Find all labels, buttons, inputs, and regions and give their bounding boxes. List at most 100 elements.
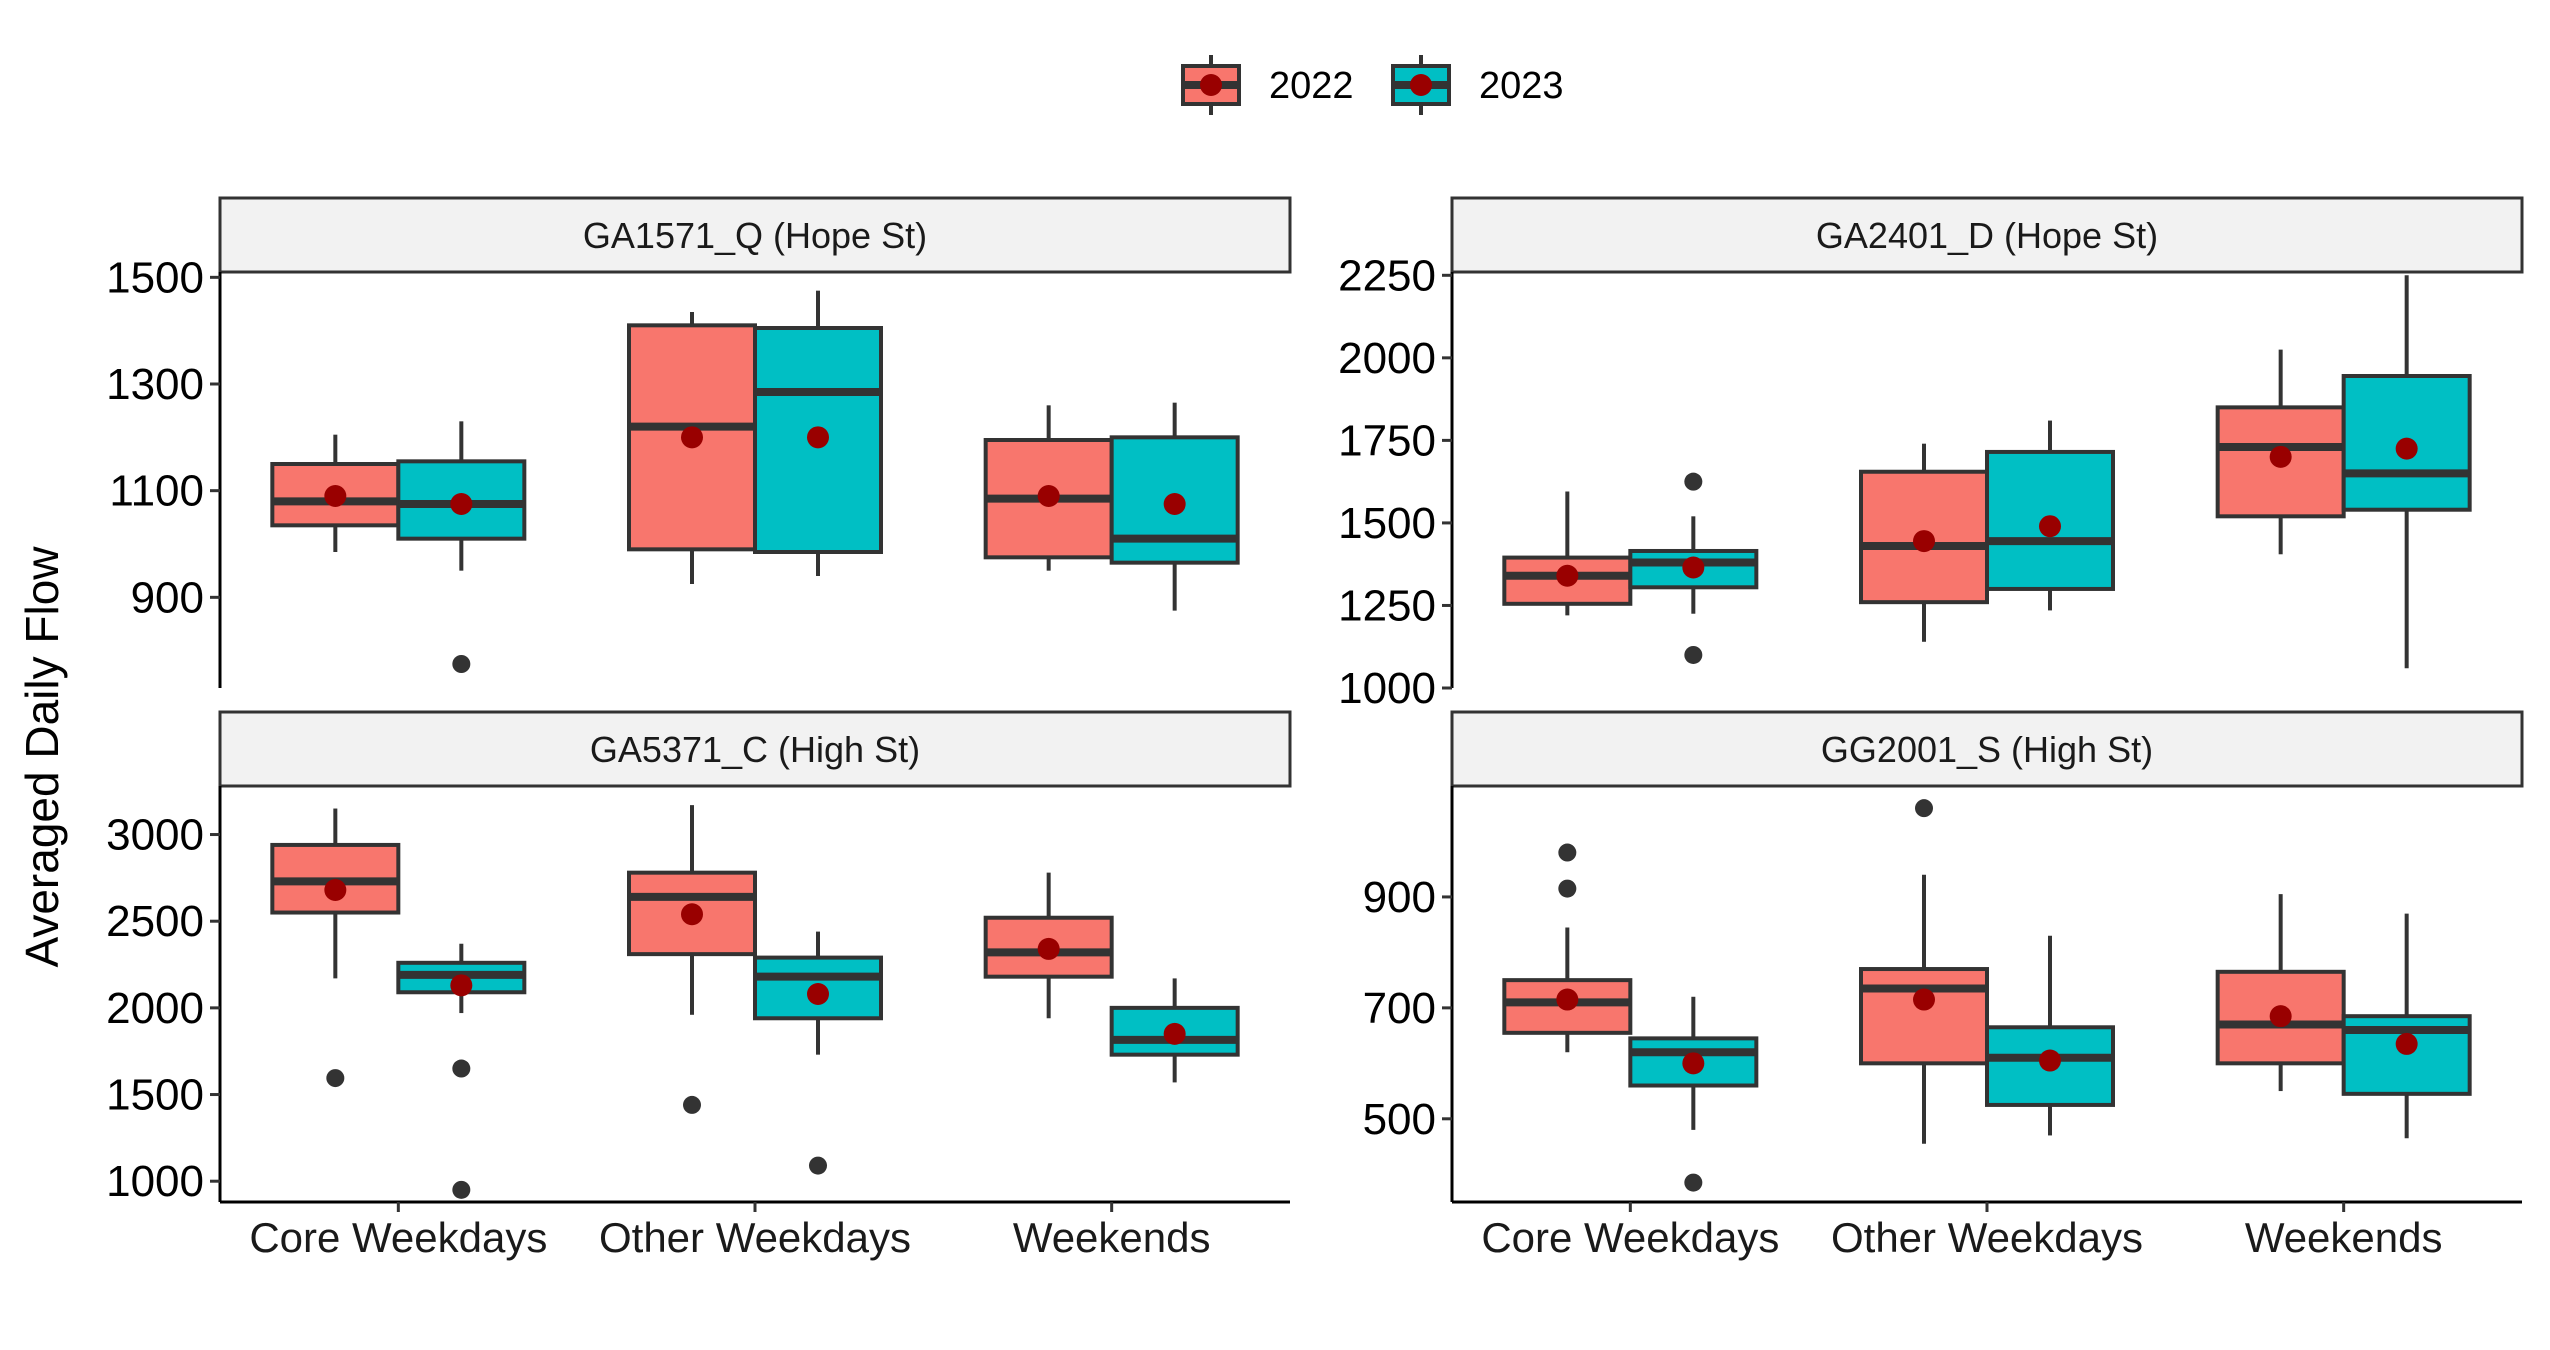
box-2022 <box>627 312 757 584</box>
box-2022 <box>983 872 1114 1019</box>
mean-point <box>1163 493 1186 515</box>
box-2023 <box>396 421 527 673</box>
box-2022 <box>1859 799 1989 1144</box>
y-tick-label: 2250 <box>1338 251 1436 300</box>
y-tick-label: 1500 <box>1338 499 1436 548</box>
mean-point <box>1556 564 1579 587</box>
mean-point <box>1037 485 1060 507</box>
mean-point <box>2395 437 2418 460</box>
panel-strip <box>218 710 1292 788</box>
y-tick-label: 2000 <box>106 984 204 1033</box>
facet-panels: GA1571_Q (Hope St)900110013001500GA2401_… <box>106 196 2524 1261</box>
box-2022 <box>627 805 757 1114</box>
mean-point <box>324 879 347 901</box>
x-tick-label: Core Weekdays <box>249 1214 547 1261</box>
box-2022 <box>270 434 401 552</box>
y-tick-label: 900 <box>131 573 204 622</box>
mean-point <box>450 974 473 997</box>
mean-point <box>2039 1049 2061 1072</box>
outlier-point <box>1684 645 1703 664</box>
box-2022 <box>983 405 1114 571</box>
mean-point <box>2269 1005 2292 1028</box>
panel-strip <box>218 196 1292 274</box>
legend: 2022 2023 <box>1181 55 1564 115</box>
outlier-point <box>326 1069 345 1088</box>
box-2023 <box>1109 402 1240 611</box>
y-tick-label: 2000 <box>1338 334 1436 383</box>
mean-point <box>450 493 473 515</box>
x-tick-label: Weekends <box>2245 1214 2443 1261</box>
mean-point <box>324 485 347 507</box>
mean-point <box>1913 530 1935 553</box>
y-tick-label: 500 <box>1363 1095 1436 1144</box>
panel-2: GA2401_D (Hope St) 1000 1250 1500 1750 2000 22… <box>1338 196 2524 713</box>
outlier-point <box>1684 472 1703 491</box>
legend-label: 2023 <box>1479 65 1564 107</box>
box-2023 <box>396 943 527 1199</box>
mean-point <box>807 983 829 1005</box>
box-iqr <box>1859 967 1989 1066</box>
y-tick-label: 900 <box>1363 873 1436 922</box>
outlier-point <box>452 1180 471 1199</box>
mean-point <box>1682 1052 1705 1075</box>
outlier-point <box>452 655 471 673</box>
y-tick-label: 1500 <box>106 253 204 302</box>
mean-point <box>681 903 703 926</box>
panel-strip <box>1450 710 2524 788</box>
box-2023 <box>2341 275 2472 669</box>
box-2022 <box>2215 894 2346 1092</box>
y-tick-label: 1000 <box>1338 664 1436 713</box>
outlier-point <box>1915 799 1933 818</box>
x-tick-label: Other Weekdays <box>599 1214 911 1261</box>
box-2023 <box>1109 978 1240 1083</box>
box-2022 <box>1502 843 1633 1053</box>
box-2023 <box>1985 420 2115 611</box>
panel-3: GA5371_C (High St) 1000 1500 2000 2500 3000 Co… <box>106 710 1292 1261</box>
outlier-point <box>683 1095 701 1114</box>
mean-point <box>2269 445 2292 468</box>
y-tick-label: 1250 <box>1338 581 1436 630</box>
mean-point <box>681 426 703 449</box>
mean-point <box>1682 556 1705 579</box>
mean-point <box>2395 1032 2418 1055</box>
legend-label: 2022 <box>1269 65 1354 107</box>
panel-strip <box>1450 196 2524 274</box>
y-tick-label: 1500 <box>106 1071 204 1120</box>
box-2023 <box>1628 472 1759 664</box>
x-tick-label: Weekends <box>1013 1214 1211 1261</box>
panel-4: GG2001_S (High St) 500 700 900 Core Weekdays… <box>1363 710 2524 1261</box>
box-2022 <box>1859 443 1989 642</box>
box-2023 <box>2341 913 2472 1139</box>
mean-point <box>1037 937 1060 960</box>
box-2023 <box>753 931 883 1175</box>
mean-point <box>807 426 829 449</box>
y-tick-label: 1000 <box>106 1157 204 1206</box>
y-tick-label: 1750 <box>1338 416 1436 465</box>
panel-title: GA1571_Q (Hope St) <box>583 215 927 256</box>
legend-key-mean <box>1410 74 1432 96</box>
mean-point <box>1913 988 1935 1011</box>
outlier-point <box>452 1059 471 1078</box>
panel-1: GA1571_Q (Hope St) 900 1100 1300 1500 <box>106 196 1292 688</box>
legend-entry-2023: 2023 <box>1391 55 1564 115</box>
box-2022 <box>270 808 401 1088</box>
y-tick-label: 1300 <box>106 360 204 409</box>
box-2022 <box>2215 349 2346 555</box>
y-tick-label: 700 <box>1363 984 1436 1033</box>
panel-title: GA2401_D (Hope St) <box>1816 215 2158 256</box>
legend-entry-2022: 2022 <box>1181 55 1354 115</box>
x-tick-label: Core Weekdays <box>1481 1214 1779 1261</box>
panel-title: GG2001_S (High St) <box>1821 729 2153 770</box>
mean-point <box>1163 1022 1186 1045</box>
y-tick-label: 3000 <box>106 811 204 860</box>
mean-point <box>1556 988 1579 1011</box>
box-2022 <box>1502 491 1633 616</box>
box-2023 <box>1985 935 2115 1136</box>
x-tick-label: Other Weekdays <box>1831 1214 2143 1261</box>
outlier-point <box>1558 879 1577 898</box>
panel-title: GA5371_C (High St) <box>590 729 920 770</box>
y-tick-label: 1100 <box>109 467 204 516</box>
mean-point <box>2039 515 2061 538</box>
y-tick-label: 2500 <box>106 897 204 946</box>
